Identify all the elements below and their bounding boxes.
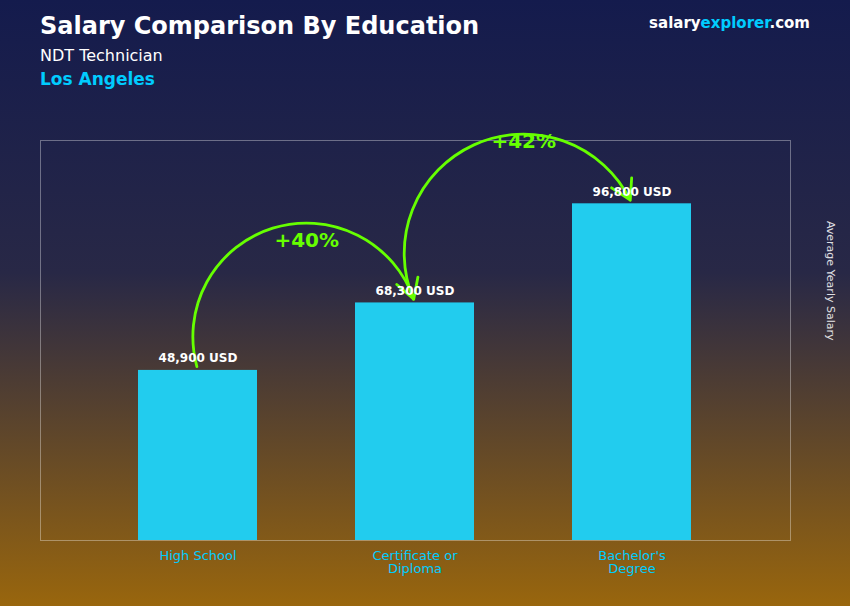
html-text:NDT Technician: NDT Technician [40,46,163,65]
svg-text:48,900 USD: 48,900 USD [159,351,238,365]
svg-text:68,300 USD: 68,300 USD [376,284,455,298]
svg-text:Average Yearly Salary: Average Yearly Salary [824,221,837,341]
svg-text:Certificate orDiploma: Certificate orDiploma [373,548,459,576]
html-text:Los Angeles: Los Angeles [40,69,155,89]
svg-text:+42%: +42% [491,129,556,153]
html-text:Salary Comparison By Education: Salary Comparison By Education [40,12,480,40]
svg-text:+40%: +40% [274,228,339,252]
svg-text:96,800 USD: 96,800 USD [593,185,672,199]
svg-text:Bachelor'sDegree: Bachelor'sDegree [598,548,666,576]
html-text:salary explorer.com: salary explorer.com [649,14,810,32]
svg-text:High School: High School [159,548,236,563]
